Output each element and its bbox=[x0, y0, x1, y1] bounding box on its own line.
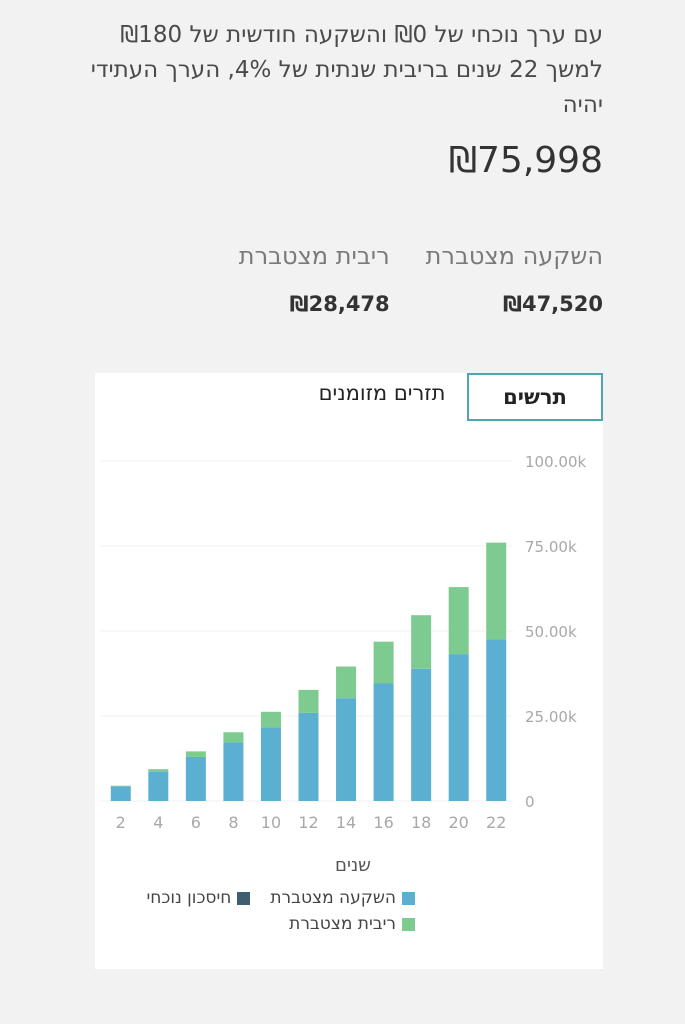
legend-swatch-current-savings bbox=[237, 891, 251, 905]
x-tick-label: 14 bbox=[336, 813, 356, 832]
bar-segment bbox=[148, 769, 169, 772]
chart-tabs: תרשים תזרים מזומנים bbox=[297, 373, 603, 423]
x-tick-label: 22 bbox=[486, 813, 506, 832]
bar-segment bbox=[298, 712, 319, 801]
x-tick-label: 20 bbox=[449, 813, 469, 832]
x-tick-label: 4 bbox=[153, 813, 163, 832]
x-axis-title: שנים bbox=[335, 855, 371, 876]
bar-segment bbox=[448, 654, 469, 801]
legend-label-current-savings: חיסכון נוכחי bbox=[146, 888, 232, 908]
x-tick-label: 10 bbox=[261, 813, 281, 832]
summary: עם ערך נוכחי של ₪0 והשקעה חודשית של ₪180… bbox=[83, 18, 603, 183]
bar-segment bbox=[411, 668, 432, 801]
bar-segment bbox=[298, 689, 319, 713]
y-tick-label: 100.00k bbox=[525, 453, 586, 471]
chart-card: תרשים תזרים מזומנים 0 25.00k 50.00k 75.00k 1… bbox=[95, 373, 603, 969]
investment-total-value: ₪47,520 bbox=[502, 292, 603, 316]
legend-item-investment[interactable]: השקעה מצטברת bbox=[270, 885, 415, 911]
bar-segment bbox=[110, 785, 131, 787]
legend-swatch-investment bbox=[402, 891, 415, 905]
legend-label-interest: ריבית מצטברת bbox=[289, 914, 396, 934]
investment-total: השקעה מצטברת ₪47,520 bbox=[426, 240, 603, 318]
y-tick-label: 0 bbox=[525, 793, 535, 811]
bar-segment bbox=[486, 639, 507, 801]
x-tick-label: 18 bbox=[411, 813, 431, 832]
legend-item-interest[interactable]: ריבית מצטברת bbox=[289, 911, 415, 937]
legend-swatch-interest bbox=[402, 917, 415, 931]
interest-total: ריבית מצטברת ₪28,478 bbox=[239, 240, 390, 318]
bar-segment bbox=[373, 641, 394, 684]
x-tick-label: 16 bbox=[373, 813, 393, 832]
legend-row-1: השקעה מצטברת חיסכון נוכחי bbox=[125, 885, 415, 911]
interest-total-label: ריבית מצטברת bbox=[238, 242, 390, 270]
bar-segment bbox=[223, 732, 244, 743]
bar-segment bbox=[336, 698, 357, 801]
bar-segment bbox=[411, 615, 432, 669]
bar-segment bbox=[373, 683, 394, 801]
summary-description: עם ערך נוכחי של ₪0 והשקעה חודשית של ₪180… bbox=[90, 22, 603, 118]
bar-segment bbox=[448, 587, 469, 655]
bar-segment bbox=[486, 542, 507, 640]
bar-segment bbox=[110, 786, 131, 801]
x-tick-label: 12 bbox=[298, 813, 318, 832]
legend-label-investment: השקעה מצטברת bbox=[270, 888, 396, 908]
bar-chart: 0 25.00k 50.00k 75.00k 100.00k 2 4 6 8 10 12 14 16 18… bbox=[100, 453, 586, 832]
legend-item-current-savings[interactable]: חיסכון נוכחי bbox=[146, 885, 251, 911]
x-tick-label: 2 bbox=[116, 813, 126, 832]
x-tick-label: 8 bbox=[228, 813, 238, 832]
bar-segment bbox=[223, 742, 244, 801]
tab-charts[interactable]: תרשים bbox=[467, 373, 603, 421]
bar-segment bbox=[185, 756, 206, 801]
bar-segment bbox=[185, 751, 206, 757]
y-tick-label: 25.00k bbox=[525, 708, 577, 726]
bar-segment bbox=[260, 727, 281, 801]
x-tick-label: 6 bbox=[191, 813, 201, 832]
y-tick-label: 50.00k bbox=[525, 623, 577, 641]
future-value: ₪75,998 bbox=[448, 140, 603, 181]
y-tick-label: 75.00k bbox=[525, 538, 577, 556]
bar-segment bbox=[260, 711, 281, 728]
totals: השקעה מצטברת ₪47,520 ריבית מצטברת ₪28,47… bbox=[203, 240, 603, 318]
tab-cashflows[interactable]: תזרים מזומנים bbox=[318, 381, 446, 405]
legend-row-2: ריבית מצטברת bbox=[125, 911, 415, 937]
bar-segment bbox=[336, 666, 357, 699]
bar-segment bbox=[148, 771, 169, 801]
chart-legend: השקעה מצטברת חיסכון נוכחי ריבית מצטברת bbox=[125, 885, 415, 937]
interest-total-value: ₪28,478 bbox=[289, 292, 390, 316]
investment-total-label: השקעה מצטברת bbox=[425, 242, 603, 270]
